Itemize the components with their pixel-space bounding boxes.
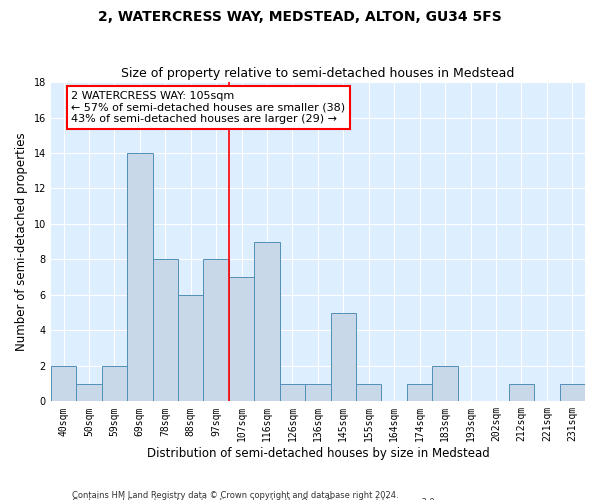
Bar — [254, 242, 280, 402]
Text: 2 WATERCRESS WAY: 105sqm
← 57% of semi-detached houses are smaller (38)
43% of s: 2 WATERCRESS WAY: 105sqm ← 57% of semi-d… — [71, 91, 345, 124]
Bar — [101, 366, 127, 402]
Bar — [509, 384, 534, 402]
Bar — [203, 260, 229, 402]
Bar — [433, 366, 458, 402]
Text: Contains HM Land Registry data © Crown copyright and database right 2024.: Contains HM Land Registry data © Crown c… — [72, 490, 398, 500]
Bar — [76, 384, 101, 402]
Bar — [560, 384, 585, 402]
Bar — [356, 384, 382, 402]
Bar — [229, 277, 254, 402]
Y-axis label: Number of semi-detached properties: Number of semi-detached properties — [15, 132, 28, 351]
Bar — [51, 366, 76, 402]
Bar — [280, 384, 305, 402]
Bar — [178, 295, 203, 402]
Title: Size of property relative to semi-detached houses in Medstead: Size of property relative to semi-detach… — [121, 66, 515, 80]
Bar — [331, 312, 356, 402]
Bar — [127, 153, 152, 402]
X-axis label: Distribution of semi-detached houses by size in Medstead: Distribution of semi-detached houses by … — [146, 447, 489, 460]
Bar — [407, 384, 433, 402]
Text: 2, WATERCRESS WAY, MEDSTEAD, ALTON, GU34 5FS: 2, WATERCRESS WAY, MEDSTEAD, ALTON, GU34… — [98, 10, 502, 24]
Text: Contains public sector information licensed under the Open Government Licence v3: Contains public sector information licen… — [72, 498, 437, 500]
Bar — [152, 260, 178, 402]
Bar — [305, 384, 331, 402]
